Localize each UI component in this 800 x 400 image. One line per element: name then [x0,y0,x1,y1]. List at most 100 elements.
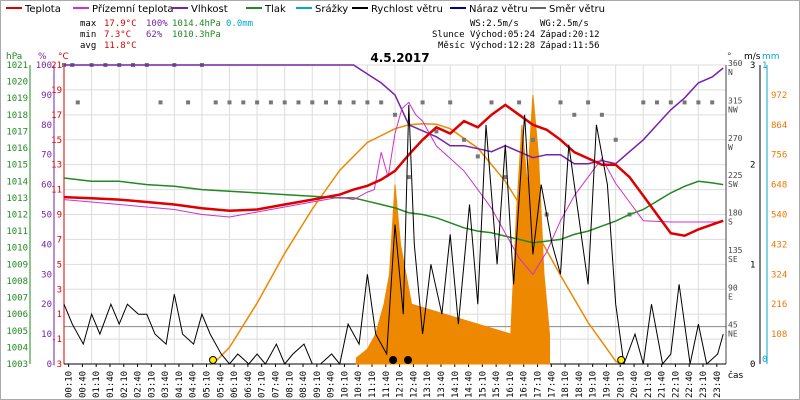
stats-block: max 17.9°C 100% 1014.4hPa 0.0mm min 7.3°… [80,19,253,51]
press-tick-label: 1017 [6,127,28,137]
wind-direction-point [158,100,163,105]
unit-wind: m/s [744,52,761,62]
info-wg: WG:2.5m/s [540,19,589,29]
info-moonrise: Východ:12:28 [470,41,535,51]
x-tick-label: 02:10 [120,371,130,398]
stat-avg-temp: 11.8°C [104,41,137,51]
x-tick-label: 04:10 [175,371,185,398]
x-tick-label: 16:10 [506,371,516,398]
wind-direction-point [227,100,232,105]
info-ws: WS:2.5m/s [470,19,519,29]
temp-tick-label: 1 [57,310,62,320]
wind-direction-point [337,100,342,105]
legend-label-rychlost-vetru: Rychlost větru [371,3,443,15]
sunrise-marker [209,356,217,364]
wind-direction-point [462,137,466,142]
wind-direction-point [393,112,397,117]
press-tick-label: 1004 [6,343,28,353]
press-tick-label: 1016 [6,144,28,154]
x-tick-label: 06:40 [244,371,254,398]
temp-tick-label: -1 [51,335,62,345]
x-tick-label: 05:10 [203,371,213,398]
x-tick-label: 21:10 [644,371,654,398]
unit-rain: mm [762,52,780,62]
x-tick-label: 04:40 [189,371,199,398]
wind-direction-point [75,100,80,105]
x-tick-label: 09:40 [327,371,337,398]
moonset-marker [389,356,398,364]
x-tick-label: 11:40 [382,371,392,398]
x-tick-label: 03:40 [161,371,171,398]
dir-tick-compass: SW [728,180,738,189]
press-tick-label: 1011 [6,227,28,237]
rain-tick-label: 0 [762,355,767,365]
temp-tick-label: 21 [51,61,62,71]
temp-tick-label: 15 [51,136,62,146]
dir-tick-degree: 270 [728,134,743,143]
stat-max-hum: 100% [146,19,168,29]
hum-tick-label: 10 [41,330,52,340]
x-tick-label: 12:40 [409,371,419,398]
x-tick-label: 20:40 [630,371,640,398]
hum-tick-label: 0 [47,360,52,370]
wind-direction-point [655,100,659,105]
x-tick-label: 13:10 [423,371,433,398]
x-tick-label: 05:40 [216,371,226,398]
x-tick-label: 18:40 [575,371,585,398]
hum-tick-label: 40 [41,240,52,250]
x-tick-label: 17:10 [534,371,544,398]
x-tick-label: 07:10 [258,371,268,398]
temp-tick-label: 5 [57,260,62,270]
wind-direction-point [213,100,218,105]
temp-tick-label: 9 [57,211,62,221]
radiation-tick-label: 972 [771,91,787,101]
event-markers [209,356,626,364]
wind-tick-label: 0 [750,360,755,370]
temp-tick-label: -3 [51,360,62,370]
radiation-tick-label: 432 [771,240,787,250]
wind-direction-point [324,100,328,105]
dir-tick-degree: 45 [728,321,738,330]
x-tick-label: 19:10 [589,371,599,398]
legend-label-teplota: Teplota [24,4,61,15]
stat-max-temp: 17.9°C [104,19,137,29]
wind-direction-point [351,100,356,105]
wind-direction-point [406,175,411,180]
x-tick-label: 14:40 [465,371,475,398]
rain-tick-label: 1 [762,61,767,71]
press-tick-label: 1015 [6,161,28,171]
press-tick-label: 1012 [6,211,28,221]
wind-direction-point [282,100,287,105]
radiation-tick-label: 864 [771,121,787,131]
press-tick-label: 1020 [6,78,28,88]
dir-tick-degree: 90 [728,283,738,292]
dir-tick-degree: 225 [728,171,743,180]
wind-direction-point [255,100,260,105]
press-tick-label: 1018 [6,111,28,121]
press-tick-label: 1008 [6,277,28,287]
wind-direction-point [641,100,646,105]
series-ground-temperature [63,101,724,276]
radiation-tick-label: 216 [771,300,787,310]
stat-min-temp: 7.3°C [104,30,131,40]
dir-tick-compass: E [728,292,733,301]
press-tick-label: 1010 [6,244,28,254]
wind-tick-label: 1 [750,260,755,270]
unit-temp: °C [58,52,69,62]
press-tick-label: 1006 [6,310,28,320]
radiation-tick-label: 324 [771,270,787,280]
x-tick-label: 15:10 [478,371,488,398]
hum-tick-label: 70 [41,151,52,161]
x-tick-label: 14:10 [451,371,461,398]
x-tick-label: 10:40 [354,371,364,398]
x-tick-label: 23:10 [699,371,709,398]
temp-tick-label: 7 [57,235,62,245]
x-tick-label: 07:40 [271,371,281,398]
x-tick-label: 17:40 [547,371,557,398]
press-tick-label: 1013 [6,194,28,204]
dir-tick-compass: SE [728,255,738,264]
x-tick-label: 23:40 [713,371,723,398]
press-tick-label: 1009 [6,260,28,270]
dir-tick-degree: 180 [728,209,743,218]
temp-tick-label: 17 [51,111,62,121]
